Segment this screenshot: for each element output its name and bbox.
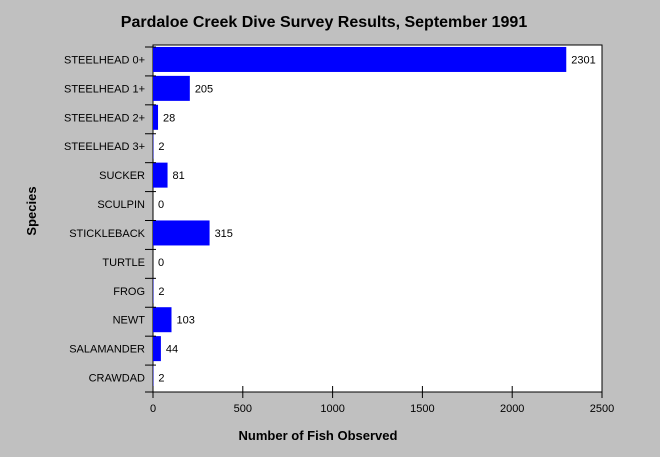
category-label-7: TURTLE [102, 257, 145, 269]
data-label-4: 81 [173, 170, 185, 182]
bar-0 [153, 46, 567, 72]
category-label-4: SUCKER [99, 170, 145, 182]
category-label-10: SALAMANDER [69, 344, 145, 356]
x-tick-label-5: 2500 [590, 403, 614, 415]
data-label-2: 28 [163, 112, 175, 124]
category-label-2: STEELHEAD 2+ [64, 112, 145, 124]
category-label-5: SCULPIN [97, 199, 145, 211]
bar-6 [153, 220, 210, 246]
data-label-1: 205 [195, 83, 213, 95]
data-labels: 2301 205 28 2 81 0 315 0 2 103 44 2 [158, 54, 596, 384]
data-label-0: 2301 [571, 54, 595, 66]
x-tick-label-2: 1000 [320, 403, 344, 415]
data-label-9: 103 [176, 315, 194, 327]
data-label-7: 0 [158, 257, 164, 269]
data-label-11: 2 [158, 373, 164, 385]
plot-area [152, 44, 603, 393]
category-labels: STEELHEAD 0+ STEELHEAD 1+ STEELHEAD 2+ STEE… [64, 46, 156, 393]
bar-10 [153, 336, 161, 362]
category-label-1: STEELHEAD 1+ [64, 83, 145, 95]
data-label-8: 2 [158, 286, 164, 298]
bar-9 [153, 307, 172, 333]
bars [153, 46, 567, 391]
bar-4 [153, 162, 168, 188]
data-label-10: 44 [166, 344, 178, 356]
y-axis-title: Species [24, 186, 39, 235]
category-label-3: STEELHEAD 3+ [64, 141, 145, 153]
chart-title: Pardaloe Creek Dive Survey Results, Sept… [121, 14, 528, 31]
category-label-0: STEELHEAD 0+ [64, 54, 145, 66]
x-tick-label-3: 1500 [410, 403, 434, 415]
x-tick-label-0: 0 [150, 403, 156, 415]
bar-1 [153, 75, 190, 101]
data-label-3: 2 [158, 141, 164, 153]
category-label-6: STICKLEBACK [69, 228, 145, 240]
data-label-5: 0 [158, 199, 164, 211]
x-tick-label-4: 2000 [500, 403, 524, 415]
category-label-9: NEWT [113, 315, 146, 327]
x-axis-ticks: 0 500 1000 1500 2000 2500 [150, 386, 614, 415]
category-label-11: CRAWDAD [89, 373, 145, 385]
category-label-8: FROG [113, 286, 145, 298]
x-tick-label-1: 500 [234, 403, 252, 415]
data-label-6: 315 [215, 228, 233, 240]
bar-2 [153, 104, 159, 130]
x-axis-title: Number of Fish Observed [239, 428, 398, 443]
